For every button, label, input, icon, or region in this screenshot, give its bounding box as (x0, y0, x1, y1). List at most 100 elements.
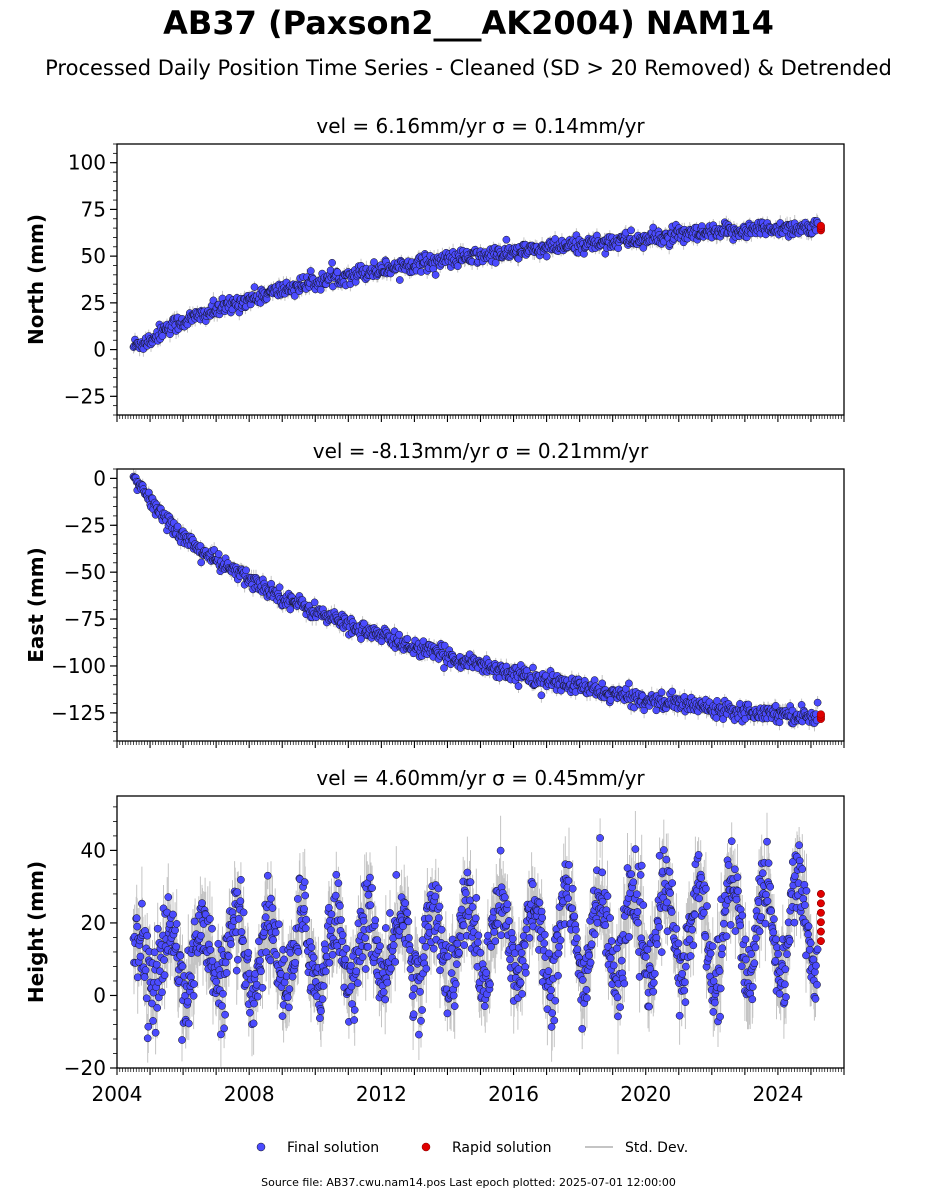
height-final-point (801, 901, 809, 909)
east-final-point (286, 605, 295, 614)
height-final-point (140, 973, 149, 981)
height-final-point (547, 1023, 556, 1031)
height-final-point (172, 942, 181, 951)
height-final-point (285, 1003, 293, 1012)
height-final-point (587, 940, 596, 949)
height-final-point (327, 910, 336, 919)
height-final-point (451, 980, 460, 988)
height-final-point (275, 920, 283, 929)
height-final-point (666, 889, 674, 897)
height-final-point (586, 958, 595, 967)
height-final-point (241, 980, 250, 989)
height-final-point (437, 925, 446, 934)
east-final-point (310, 598, 319, 607)
height-final-point (737, 962, 746, 971)
height-final-point (522, 925, 531, 934)
height-final-point (750, 959, 759, 968)
height-final-point (506, 955, 514, 964)
height-final-point (633, 890, 641, 899)
height-final-point (813, 980, 821, 989)
height-final-point (748, 983, 757, 991)
height-final-point (564, 894, 572, 903)
axes-layer: −25 0 25 50 75 100 vel = 6.16mm/yr σ = 0.14mm/… (24, 114, 845, 1106)
height-final-point (143, 931, 152, 940)
height-final-point (316, 1014, 324, 1023)
height-final-point (227, 940, 235, 948)
height-final-point (347, 982, 356, 991)
height-final-point (447, 969, 456, 977)
height-final-point (804, 930, 812, 939)
height-final-point (609, 961, 618, 970)
height-final-point (517, 949, 526, 957)
height-final-point (267, 894, 275, 903)
east-ytick-label: −25 (64, 513, 106, 537)
east-final-point (360, 619, 368, 628)
height-final-point (811, 968, 819, 976)
height-final-point (633, 908, 642, 916)
height-final-point (472, 894, 481, 902)
height-final-point (217, 1030, 225, 1039)
height-final-point (148, 999, 156, 1008)
height-final-point (476, 948, 485, 957)
height-final-point (662, 855, 671, 864)
height-final-point (419, 953, 428, 961)
height-final-point (302, 915, 311, 924)
height-final-point (480, 1002, 489, 1011)
height-final-point (291, 958, 300, 967)
height-final-point (410, 984, 419, 993)
height-final-point (336, 902, 344, 910)
height-final-point (150, 948, 159, 957)
height-final-point (293, 895, 302, 903)
height-final-point (802, 886, 811, 895)
height-final-point (133, 922, 142, 931)
height-final-point (695, 894, 703, 903)
height-final-point (613, 993, 622, 1002)
north-ytick-label: 75 (81, 197, 106, 221)
height-final-point (766, 882, 775, 891)
height-final-point (152, 960, 161, 969)
height-final-point (301, 924, 310, 933)
legend-final-label: Final solution (287, 1140, 379, 1156)
height-final-point (288, 972, 297, 981)
height-final-point (706, 949, 715, 958)
height-final-point (650, 969, 659, 978)
height-final-point (359, 916, 368, 925)
height-final-point (578, 1024, 587, 1033)
height-final-point (220, 1024, 228, 1033)
height-final-point (617, 956, 626, 965)
height-final-point (514, 965, 523, 973)
height-ytick-label: 0 (93, 983, 106, 1007)
north-plot-area (129, 213, 825, 357)
height-final-point (731, 865, 739, 874)
height-final-point (133, 973, 142, 982)
height-final-point (668, 879, 677, 887)
height-final-point (716, 1012, 724, 1021)
height-final-point (634, 918, 642, 927)
east-final-point (214, 550, 223, 558)
height-final-point (350, 1016, 359, 1024)
height-final-point (239, 908, 248, 917)
height-final-point (663, 927, 672, 936)
height-final-point (160, 971, 169, 979)
height-final-point (540, 939, 549, 948)
height-final-point (752, 934, 760, 943)
height-final-point (418, 1006, 426, 1014)
height-final-point (435, 902, 444, 911)
east-final-point (197, 558, 206, 567)
height-final-point (309, 953, 318, 962)
height-final-point (722, 932, 731, 941)
height-final-point (709, 1008, 718, 1016)
east-final-point (357, 635, 365, 643)
east-final-point (668, 687, 677, 696)
height-final-point (775, 989, 784, 998)
height-final-point (642, 953, 650, 961)
height-final-point (812, 961, 820, 970)
height-final-point (570, 912, 579, 921)
height-final-point (300, 878, 309, 886)
height-final-point (593, 919, 602, 927)
east-final-point (713, 697, 721, 705)
height-final-point (616, 1003, 624, 1011)
height-final-point (667, 908, 676, 916)
height-final-point (416, 987, 424, 996)
height-final-point (361, 934, 370, 942)
